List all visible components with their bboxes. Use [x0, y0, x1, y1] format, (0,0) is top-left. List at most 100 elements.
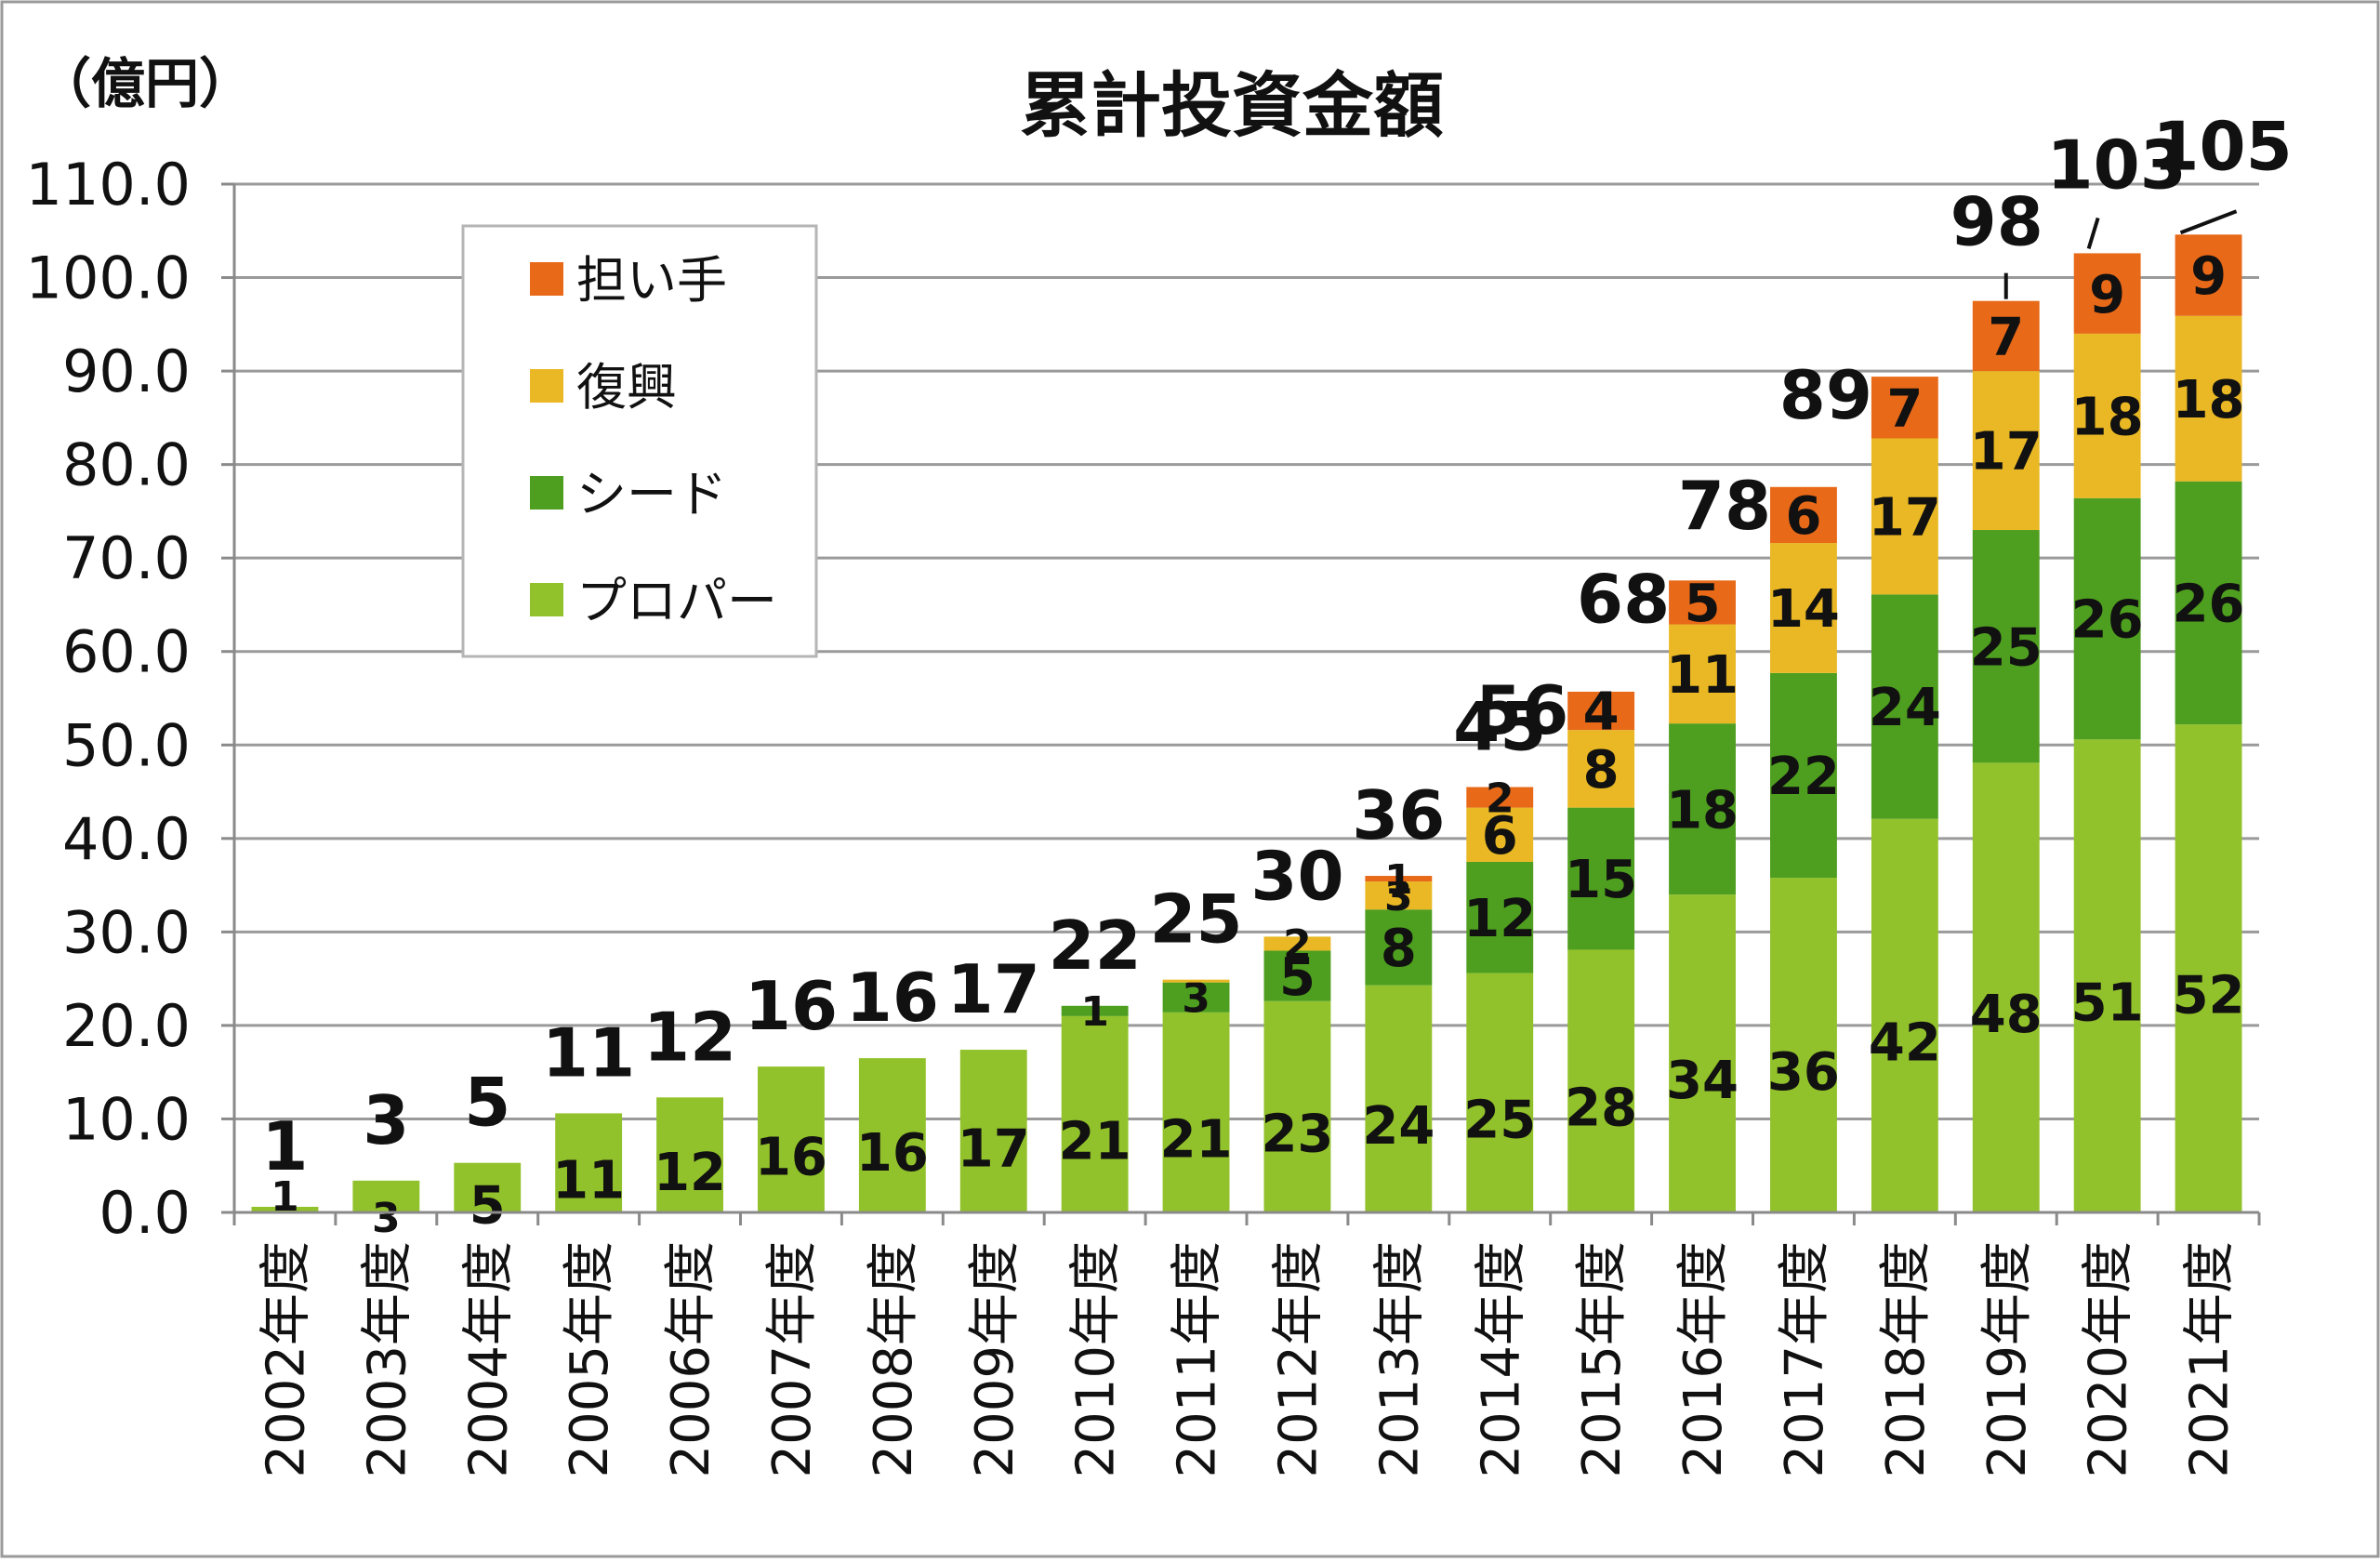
segment-label: 17 [1869, 488, 1941, 549]
y-tick-label: 90.0 [62, 338, 191, 405]
x-tick-label: 2018年度 [1876, 1241, 1937, 1478]
bar-segment [1466, 861, 1534, 973]
x-tick-label: 2003年度 [357, 1241, 417, 1478]
total-label: 16 [745, 967, 838, 1045]
bar-segment [1162, 979, 1230, 983]
bar-segment [1567, 807, 1635, 950]
y-tick-label: 60.0 [62, 618, 191, 686]
y-unit-label: （億円） [37, 52, 253, 115]
segment-label: 18 [2173, 370, 2245, 430]
segment-label: 18 [1666, 780, 1739, 841]
segment-label: 6 [1785, 486, 1821, 547]
segment-label: 23 [1261, 1104, 1333, 1164]
y-tick-label: 100.0 [26, 245, 192, 312]
segment-label: 12 [654, 1143, 726, 1203]
bar-segment [1466, 787, 1534, 808]
segment-label: 36 [1767, 1042, 1840, 1103]
segment-label: 8 [1381, 919, 1417, 979]
total-label: 98 [1950, 183, 2043, 261]
bar-segment [2073, 333, 2141, 498]
bar-segment [1871, 438, 1938, 595]
segment-label: 11 [552, 1151, 625, 1211]
segment-label: 21 [1160, 1109, 1233, 1170]
bar-segment [352, 1180, 420, 1212]
bar-segment [2175, 481, 2242, 725]
bar-segment [1669, 894, 1736, 1212]
segment-label: 51 [2071, 973, 2144, 1034]
bar-segment [2175, 234, 2242, 316]
bar-segment [1972, 371, 2040, 531]
segment-label: 42 [1869, 1013, 1941, 1073]
total-label: 11 [542, 1013, 635, 1092]
segment-label: 7 [1988, 308, 2024, 368]
x-tick-label: 2010年度 [1066, 1241, 1127, 1478]
segment-label: 17 [1970, 422, 2043, 483]
x-axis: 2002年度 2003年度 2004年度 2005年度 2006年度 2007年度 2008… [232, 1211, 2261, 1478]
total-label: 16 [846, 959, 939, 1037]
bar-segment [2073, 497, 2141, 740]
bar-segment [1972, 300, 2040, 372]
segment-label: 4 [1583, 682, 1620, 743]
x-tick-label: 2005年度 [560, 1241, 620, 1478]
segment-label: 14 [1767, 579, 1840, 640]
segment-label: 48 [1970, 985, 2043, 1045]
x-tick-label: 2011年度 [1168, 1241, 1228, 1478]
total-label: 56 [1475, 671, 1568, 749]
bar-segment [1871, 818, 1938, 1212]
total-label: 25 [1149, 880, 1242, 959]
legend-label: プロパー [576, 572, 777, 630]
y-tick-label: 0.0 [99, 1179, 191, 1247]
x-tick-label: 2008年度 [864, 1241, 924, 1478]
bar-segment [1770, 486, 1837, 544]
total-label: 1 [261, 1107, 308, 1185]
bar-segment [2073, 739, 2141, 1212]
total-label: 103 [2047, 126, 2187, 204]
segment-label: 28 [1565, 1079, 1637, 1139]
bar-segment [656, 1097, 723, 1212]
x-tick-label: 2020年度 [2079, 1241, 2139, 1478]
x-tick-label: 2021年度 [2180, 1241, 2241, 1478]
bar-segment [1263, 950, 1331, 1001]
total-label: 17 [947, 950, 1040, 1028]
segment-label: 3 [1182, 975, 1210, 1023]
legend-swatch [530, 476, 563, 510]
bar-segment [1567, 730, 1635, 808]
total-label: 89 [1779, 356, 1872, 434]
x-tick-label: 2004年度 [458, 1241, 519, 1478]
x-tick-label: 2002年度 [256, 1241, 316, 1478]
bar-segment [555, 1113, 623, 1212]
segment-label: 26 [2071, 590, 2144, 651]
segment-label: 25 [1970, 617, 2043, 678]
total-label: 45 [1453, 688, 1546, 766]
bar-segment [2175, 724, 2242, 1212]
bar-segment [1669, 580, 1736, 625]
segment-label: 24 [1362, 1096, 1435, 1157]
total-label: 78 [1678, 467, 1771, 545]
bar-segment [1770, 672, 1837, 879]
chart-title: 累計投資金額 [1020, 64, 1444, 147]
segment-label: 1 [1080, 988, 1109, 1036]
bar-segment [1162, 1012, 1230, 1212]
bar-segment [251, 1206, 319, 1212]
bar-segment [1567, 949, 1635, 1212]
segment-label: 2 [1486, 774, 1514, 822]
segment-label: 1 [1384, 856, 1413, 904]
segment-label: 5 [1685, 574, 1721, 634]
bar-segment [454, 1162, 522, 1212]
x-tick-label: 2019年度 [1977, 1241, 2038, 1478]
segment-label: 17 [958, 1119, 1030, 1180]
total-leader [2179, 209, 2238, 235]
x-tick-label: 2012年度 [1268, 1241, 1329, 1478]
legend-label: 復興 [576, 358, 677, 417]
bar-segment [1263, 1000, 1331, 1212]
segment-label: 16 [755, 1128, 827, 1188]
segment-label: 18 [2071, 388, 2144, 448]
bar-segment [858, 1058, 926, 1212]
bar-segment [1770, 878, 1837, 1212]
segment-label: 5 [1279, 947, 1316, 1008]
legend-box [461, 224, 818, 658]
bar-segment [758, 1066, 825, 1212]
bar-segment [1365, 876, 1433, 882]
